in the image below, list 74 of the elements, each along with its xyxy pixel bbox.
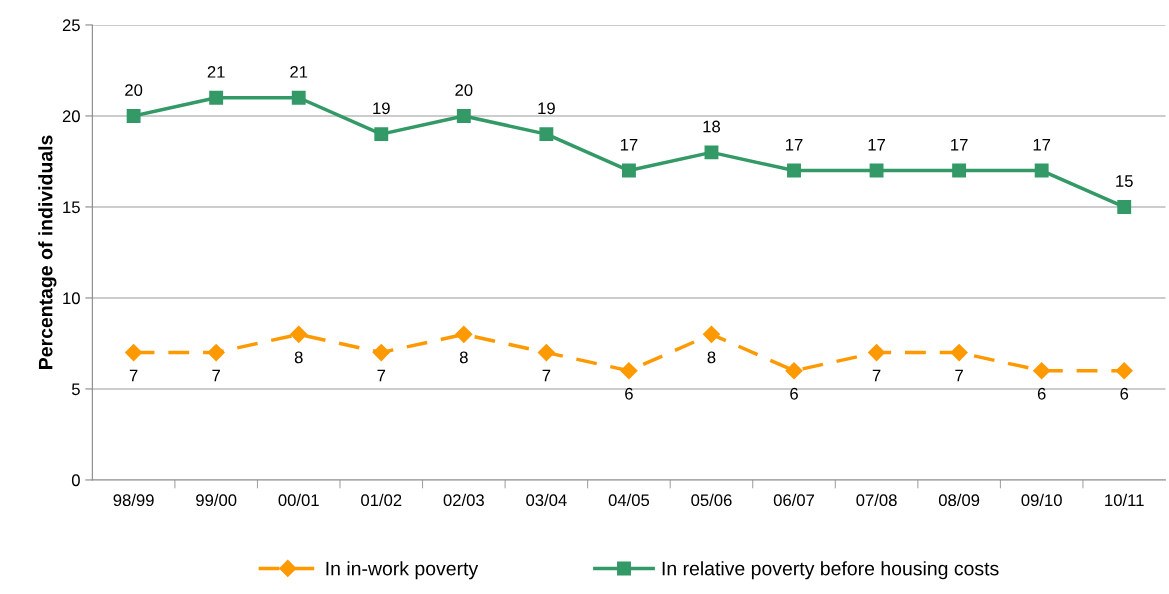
- data-label: 6: [790, 387, 798, 400]
- data-label: 19: [373, 102, 390, 115]
- x-tick-label: 02/03: [443, 493, 484, 507]
- x-tick-label: 09/10: [1021, 493, 1062, 507]
- data-label: 18: [703, 120, 721, 133]
- data-label: 20: [125, 84, 143, 96]
- data-label: 19: [538, 102, 555, 115]
- y-tick-label: 10: [63, 292, 80, 305]
- point: [704, 145, 719, 160]
- data-label: 7: [129, 369, 138, 382]
- data-label: 15: [1116, 175, 1133, 187]
- data-label: 8: [459, 351, 468, 364]
- data-label: 6: [625, 387, 633, 400]
- x-tick-label: 07/08: [856, 493, 897, 507]
- y-axis-title: Percentage of individuals: [38, 135, 57, 369]
- point: [620, 362, 638, 380]
- data-label: 7: [212, 369, 220, 382]
- data-label: 7: [955, 369, 963, 382]
- y-tick-label: 25: [62, 19, 80, 32]
- data-label: 17: [786, 138, 803, 151]
- data-label: 6: [1120, 387, 1129, 400]
- point: [372, 343, 390, 362]
- legend-label: In relative poverty before housing costs: [662, 561, 999, 580]
- point: [868, 343, 886, 362]
- data-label: 7: [377, 369, 386, 382]
- data-label: 7: [542, 369, 551, 382]
- x-tick-label: 10/11: [1105, 493, 1144, 507]
- point: [869, 163, 884, 178]
- x-tick-label: 05/06: [691, 493, 732, 507]
- point: [291, 90, 306, 105]
- point: [539, 127, 554, 142]
- x-tick-label: 04/05: [608, 493, 650, 507]
- point: [1117, 200, 1132, 214]
- point: [455, 325, 473, 343]
- x-tick-label: 98/99: [113, 493, 154, 507]
- point: [952, 163, 967, 178]
- x-tick-label: 00/01: [278, 493, 319, 507]
- point: [209, 90, 224, 105]
- x-tick-label: 08/09: [938, 493, 980, 507]
- point: [787, 163, 801, 178]
- x-tick-label: 01/02: [361, 493, 402, 507]
- point: [785, 362, 803, 380]
- y-tick-label: 15: [63, 201, 80, 214]
- data-label: 6: [1037, 387, 1046, 400]
- point: [621, 163, 636, 178]
- y-tick-label: 20: [62, 110, 80, 123]
- point: [126, 109, 141, 123]
- y-tick-label: 0: [71, 474, 80, 487]
- point: [1115, 362, 1133, 380]
- point: [456, 109, 471, 123]
- data-label: 17: [868, 138, 885, 151]
- x-tick-label: 03/04: [526, 493, 567, 507]
- point: [537, 343, 555, 362]
- x-tick-label: 06/07: [773, 493, 815, 507]
- data-label: 21: [207, 65, 225, 78]
- data-label: 7: [872, 369, 881, 382]
- point: [702, 325, 721, 343]
- data-label: 20: [455, 84, 473, 96]
- legend-label: In in-work poverty: [326, 561, 479, 580]
- x-tick-label: 99/00: [196, 493, 237, 507]
- data-label: 8: [294, 351, 303, 364]
- point: [125, 343, 143, 362]
- point: [374, 127, 389, 142]
- data-label: 17: [951, 138, 968, 151]
- point: [1033, 362, 1051, 380]
- point: [950, 343, 968, 362]
- point: [207, 343, 225, 362]
- data-label: 8: [707, 351, 716, 364]
- data-label: 17: [1033, 138, 1051, 151]
- data-label: 17: [620, 138, 638, 151]
- y-tick-label: 5: [71, 383, 80, 396]
- point: [290, 325, 308, 343]
- point: [1034, 163, 1049, 178]
- data-label: 21: [290, 65, 308, 78]
